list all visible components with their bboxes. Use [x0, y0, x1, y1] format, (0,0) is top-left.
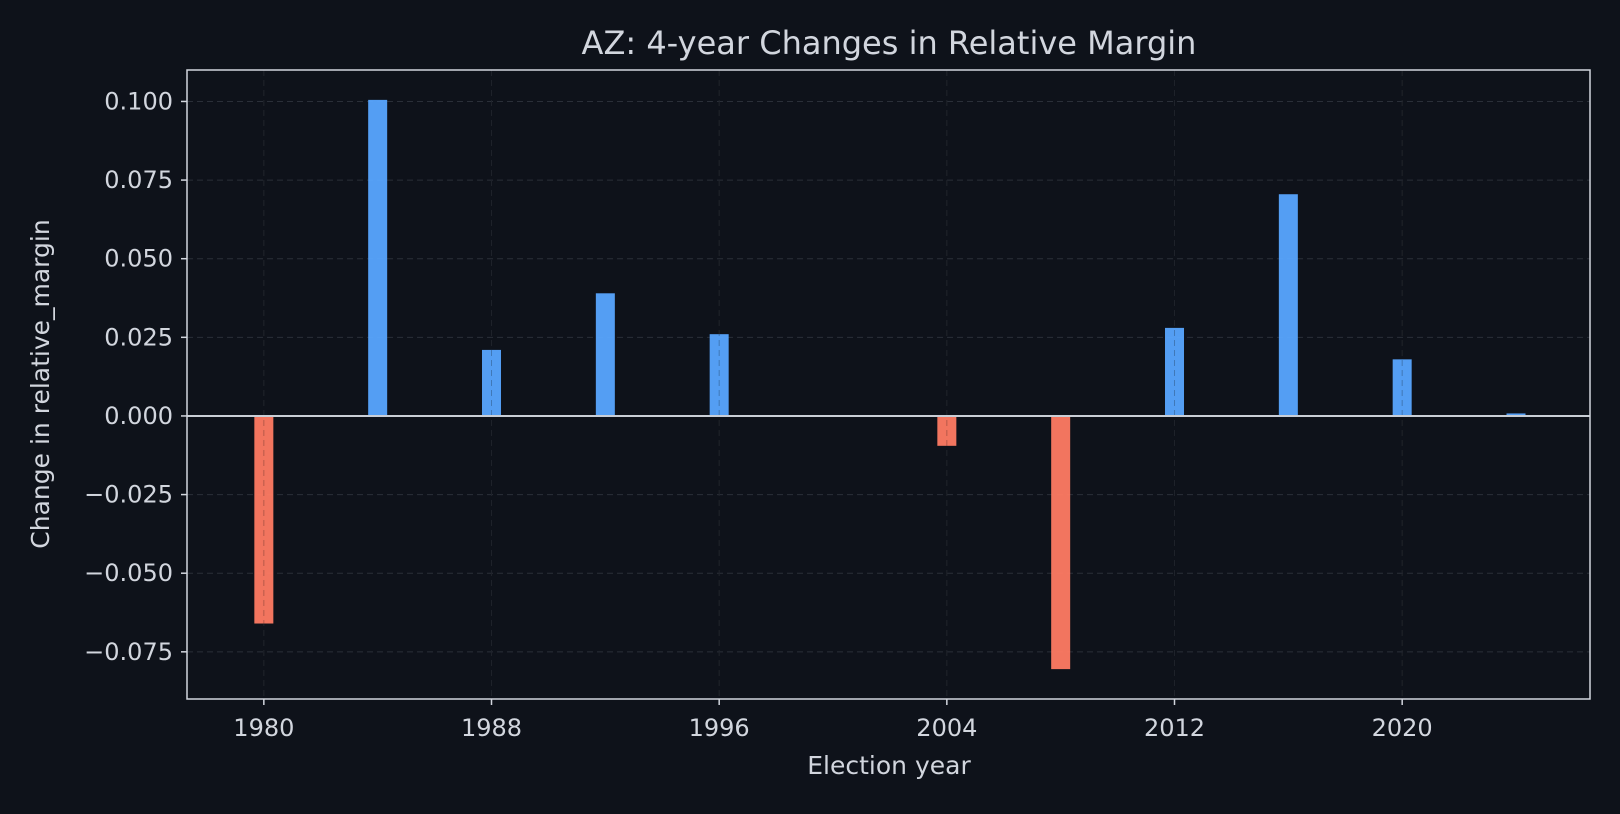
x-tick-label: 2004 [916, 714, 977, 742]
y-axis: −0.075 −0.050 −0.025 0.000 0.025 0.050 0.075 0.… [84, 87, 187, 666]
bar-1980 [254, 415, 274, 624]
y-axis-label: Change in relative_margin [26, 219, 55, 548]
bar-2020 [1392, 359, 1412, 416]
y-tick-label: 0.100 [104, 87, 173, 115]
bar-2004 [937, 415, 957, 446]
x-axis: 1980 1988 1996 2004 2012 2020 [233, 699, 1433, 742]
x-tick-label: 1996 [689, 714, 750, 742]
y-tick-label: 0.025 [104, 323, 173, 351]
bar-1992 [595, 293, 615, 416]
y-tick-label: −0.075 [84, 638, 173, 666]
y-tick-label: 0.075 [104, 166, 173, 194]
bar-1984 [368, 99, 388, 416]
plot-area [187, 70, 1590, 699]
x-tick-label: 1980 [233, 714, 294, 742]
y-tick-label: 0.050 [104, 245, 173, 273]
y-tick-label: −0.025 [84, 481, 173, 509]
chart-title: AZ: 4-year Changes in Relative Margin [582, 24, 1197, 62]
bar-2012 [1165, 327, 1185, 416]
x-axis-label: Election year [807, 751, 971, 780]
bar-2016 [1278, 194, 1298, 416]
bar-2008 [1051, 415, 1071, 670]
x-tick-label: 1988 [461, 714, 522, 742]
y-tick-label: 0.000 [104, 402, 173, 430]
bar-1988 [482, 349, 502, 416]
axes-frame [186, 69, 1591, 700]
bars [254, 70, 1526, 699]
bar-1996 [709, 334, 729, 416]
x-tick-label: 2012 [1144, 714, 1205, 742]
x-tick-label: 2020 [1372, 714, 1433, 742]
y-tick-label: −0.050 [84, 559, 173, 587]
bar-2024 [1506, 413, 1526, 416]
